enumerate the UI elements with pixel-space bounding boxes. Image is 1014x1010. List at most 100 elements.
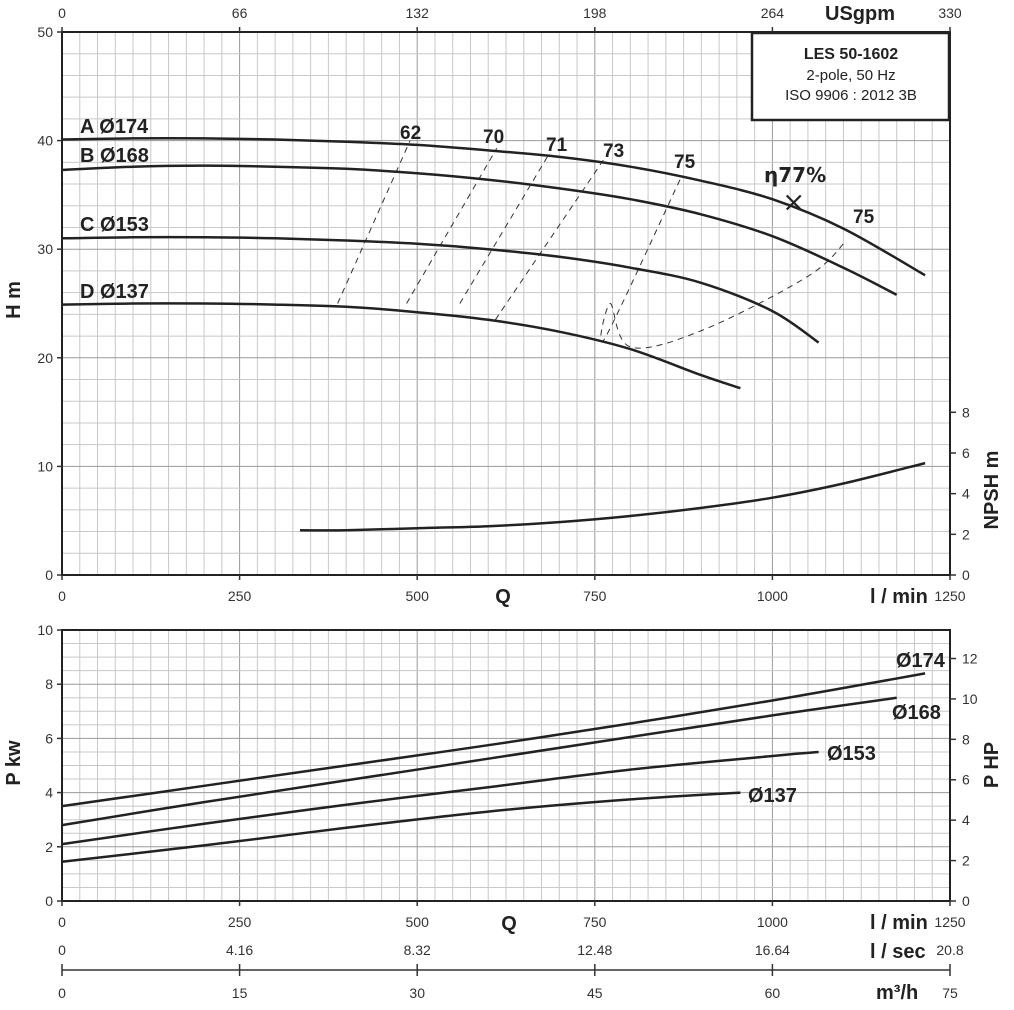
head-curve-a (61, 137, 926, 277)
usgpm-tick-label: 0 (58, 5, 66, 21)
power-x-tick-label: 250 (228, 914, 252, 930)
bep-cross-icon (785, 194, 802, 211)
head-x-tick-label: 1000 (757, 588, 788, 604)
title-box: LES 50-1602 2-pole, 50 Hz ISO 9906 : 201… (750, 31, 951, 122)
eff-label-75b: 75 (853, 207, 875, 228)
curve-label-b: B Ø168 (80, 145, 149, 167)
bep-cross-stroke (785, 194, 802, 211)
eff-label-71: 71 (546, 135, 568, 156)
curve-label-c: C Ø153 (80, 214, 149, 236)
power-y-tick-label: 8 (45, 676, 53, 692)
head-curves (61, 137, 926, 390)
npsh-curve-group (299, 461, 926, 532)
hp-tick-label: 12 (962, 650, 978, 666)
npsh-tick-label: 6 (962, 445, 970, 461)
head-curve-b (61, 164, 898, 296)
m3h-tick-label: 30 (409, 985, 425, 1001)
lsec-tick-label: 0 (58, 942, 66, 958)
title-line-2: ISO 9906 : 2012 3B (785, 87, 917, 104)
curve-label-a: A Ø174 (80, 116, 149, 138)
power-x-tick-label: 500 (406, 914, 430, 930)
power-curve-174 (61, 672, 926, 808)
power-label-137: Ø137 (748, 785, 797, 807)
m3h-tick-label: 60 (765, 985, 781, 1001)
efficiency-lines (337, 140, 847, 349)
power-lmin-label: l / min (870, 912, 928, 934)
power-y-tick-label: 10 (37, 622, 53, 638)
usgpm-tick-label: 66 (232, 5, 248, 21)
power-panel: 0 2 4 6 8 10 0 2 4 6 8 10 12 0 250 500 750 1000 1250 P k… (3, 622, 1003, 930)
efficiency-line-71 (459, 154, 550, 304)
bep-label: η77% (764, 163, 826, 187)
efficiency-line-75 (600, 179, 847, 349)
lsec-tick-label: 4.16 (226, 942, 253, 958)
lower-axes: 0 4.16 8.32 12.48 16.64 20.8 0 15 30 45 60 75 Q l … (58, 912, 964, 1004)
power-y-tick-label: 6 (45, 730, 53, 746)
model-name: LES 50-1602 (804, 46, 898, 63)
eff-label-70: 70 (483, 127, 504, 148)
usgpm-tick-label: 264 (761, 5, 785, 21)
usgpm-label: USgpm (825, 3, 895, 25)
power-label-168: Ø168 (892, 702, 941, 724)
head-x-tick-label: 250 (228, 588, 252, 604)
power-hp-label: P HP (981, 742, 1003, 788)
m3h-tick-label: 45 (587, 985, 603, 1001)
power-x-tick-label: 750 (583, 914, 607, 930)
head-y-tick-label: 0 (45, 567, 53, 583)
m3h-ticks: 0 15 30 45 60 75 (58, 964, 958, 1001)
hp-tick-label: 10 (962, 691, 978, 707)
m3h-tick-label: 75 (942, 985, 958, 1001)
lsec-tick-label: 12.48 (577, 942, 612, 958)
power-grid (61, 629, 951, 902)
eff-label-75a: 75 (674, 152, 696, 173)
head-y-tick-label: 10 (37, 458, 53, 474)
power-y-label: P kw (3, 740, 25, 786)
head-y-ticks: 0 10 20 30 40 50 (37, 24, 62, 583)
npsh-y-label: NPSH m (981, 451, 1003, 530)
head-curve-c (61, 235, 820, 344)
power-x-tick-label: 1250 (934, 914, 965, 930)
head-x-tick-label: 500 (406, 588, 430, 604)
lsec-tick-label: 20.8 (936, 942, 963, 958)
usgpm-tick-label: 330 (938, 5, 962, 21)
power-q-label: Q (501, 913, 517, 935)
hp-tick-label: 8 (962, 731, 970, 747)
m3h-tick-label: 15 (232, 985, 248, 1001)
head-x-tick-label: 0 (58, 588, 66, 604)
usgpm-tick-label: 198 (583, 5, 607, 21)
hp-tick-label: 4 (962, 812, 970, 828)
npsh-tick-label: 8 (962, 404, 970, 420)
npsh-tick-label: 4 (962, 486, 970, 502)
head-y-tick-label: 30 (37, 241, 53, 257)
head-y-tick-label: 20 (37, 350, 53, 366)
eff-label-62: 62 (400, 123, 421, 144)
lsec-label: l / sec (870, 941, 926, 963)
power-curve-137 (61, 791, 741, 863)
lsec-tick-label: 8.32 (404, 942, 431, 958)
npsh-tick-label: 2 (962, 526, 970, 542)
power-plot-frame (61, 629, 951, 902)
power-x-tick-label: 0 (58, 914, 66, 930)
power-label-153: Ø153 (827, 743, 876, 765)
head-lmin-label: l / min (870, 586, 928, 608)
efficiency-line-70 (406, 147, 498, 304)
head-x-tick-label: 750 (583, 588, 607, 604)
usgpm-ticks: 0 66 132 198 264 330 (58, 5, 962, 32)
usgpm-tick-label: 132 (406, 5, 430, 21)
head-q-label: Q (495, 586, 511, 608)
power-y-tick-label: 4 (45, 785, 53, 801)
power-y-tick-label: 0 (45, 893, 53, 909)
lsec-ticks: 0 4.16 8.32 12.48 16.64 20.8 (58, 942, 964, 958)
hp-tick-label: 0 (962, 893, 970, 909)
curve-label-d: D Ø137 (80, 281, 149, 303)
head-y-label: H m (3, 281, 25, 319)
npsh-tick-label: 0 (962, 567, 970, 583)
lsec-tick-label: 16.64 (755, 942, 790, 958)
head-x-ticks: 0 250 500 750 1000 1250 (58, 575, 966, 604)
power-curves (61, 672, 926, 863)
npsh-curve (299, 461, 926, 532)
head-y-tick-label: 40 (37, 133, 53, 149)
npsh-ticks: 0 2 4 6 8 (950, 404, 970, 583)
